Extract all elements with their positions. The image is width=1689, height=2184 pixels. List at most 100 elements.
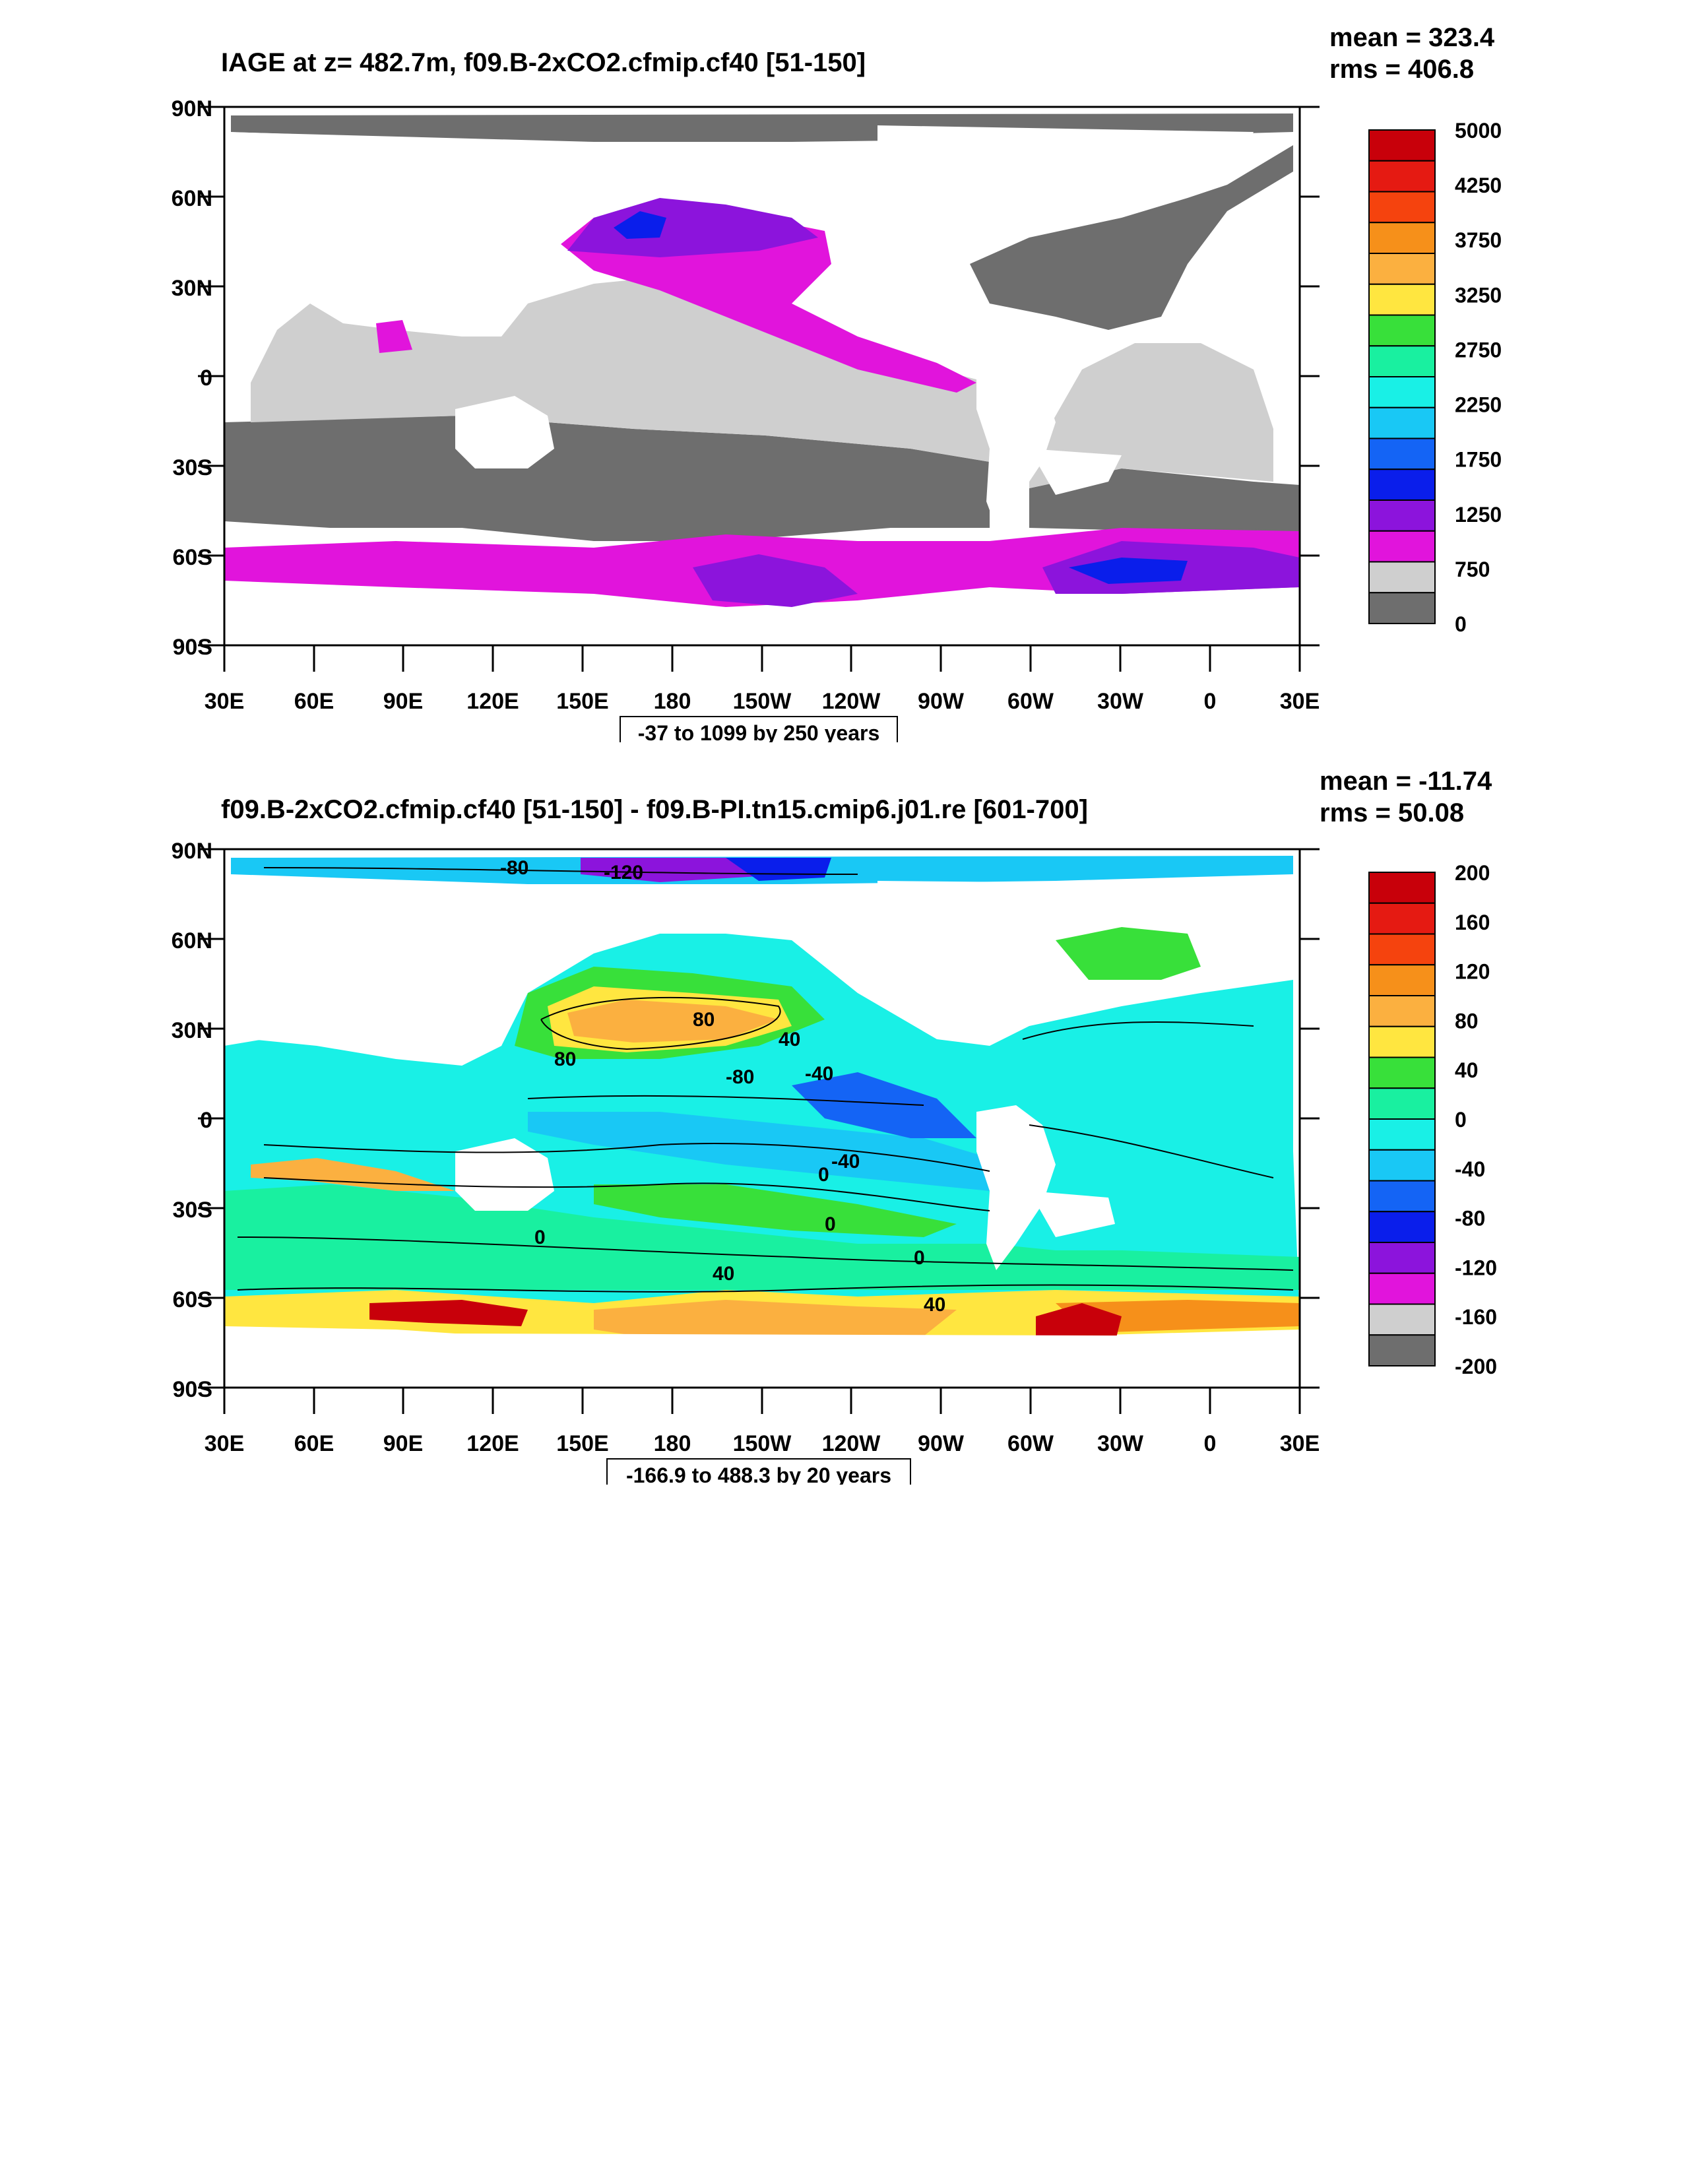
- lon-tick-150w: 150W: [733, 1431, 792, 1456]
- colorbar-label: -80: [1455, 1207, 1485, 1231]
- colorbar-swatch: [1368, 1242, 1436, 1274]
- colorbar-label: 80: [1455, 1009, 1479, 1033]
- lon-tick-30w: 30W: [1097, 689, 1144, 714]
- colorbar-swatch: [1368, 160, 1436, 193]
- region-pacific-blue: [528, 1112, 990, 1191]
- contour-label: -120: [604, 862, 643, 883]
- lat-tick-0: 0: [200, 366, 212, 391]
- colorbar-swatch: [1368, 1334, 1436, 1366]
- lat-tick-90s: 90S: [173, 1377, 213, 1402]
- lon-tick-90e: 90E: [383, 689, 424, 714]
- region-ross-red: [369, 1300, 528, 1326]
- lon-tick-180: 180: [654, 689, 691, 714]
- lat-tick-60n: 60N: [172, 928, 212, 953]
- map-title: IAGE at z= 482.7m, f09.B-2xCO2.cfmip.cf4…: [221, 48, 866, 77]
- region-atlantic-light: [1029, 343, 1273, 488]
- contour-labels: -80 -120 80 40 80 -80 -40 -40 0 0 0 40 4…: [500, 857, 945, 1316]
- contour-label: 40: [713, 1263, 734, 1285]
- lon-tick-30e-right: 30E: [1280, 689, 1320, 714]
- lat-axis: 90N 60N 30N 0 30S 60S 90S: [172, 96, 212, 660]
- colorbar-swatch: [1368, 406, 1436, 439]
- contour-label: -80: [500, 857, 528, 879]
- stat-rms: rms = 50.08: [1320, 798, 1464, 827]
- region-north-pacific-blue: [614, 211, 666, 239]
- colorbar-swatch: [1368, 437, 1436, 470]
- lon-tick-30e: 30E: [205, 689, 245, 714]
- colorbar-label: 3750: [1455, 228, 1502, 252]
- region-indian-magenta: [376, 320, 412, 353]
- colorbar-label: -200: [1455, 1355, 1497, 1378]
- contour-label: 0: [534, 1227, 546, 1248]
- region-south-pacific-green: [594, 1184, 957, 1237]
- lon-axis: 30E 60E 90E 120E 150E 180 150W 120W 90W …: [205, 1431, 1320, 1456]
- colorbar-swatch: [1368, 1303, 1436, 1336]
- lat-tick-marks: [198, 106, 1320, 647]
- contour-lines: [237, 867, 1294, 1293]
- colorbar-label: 1750: [1455, 448, 1502, 472]
- region-north-atlantic-green: [1056, 927, 1201, 980]
- lon-tick-60e: 60E: [294, 689, 335, 714]
- contour-label: 0: [914, 1247, 925, 1269]
- lon-tick-90e: 90E: [383, 1431, 424, 1456]
- colorbar-label: 3250: [1455, 283, 1502, 307]
- region-southern-ocean-dark: [224, 416, 990, 541]
- lon-tick-90w: 90W: [918, 1431, 965, 1456]
- contour-label: 40: [924, 1294, 945, 1316]
- colorbar-label: -120: [1455, 1256, 1497, 1279]
- lat-tick-30n: 30N: [172, 1018, 212, 1043]
- lat-tick-90s: 90S: [173, 635, 213, 660]
- colorbar: 5000 4250 3750 3250 2750 2250 1750 1250 750 0: [1368, 119, 1502, 636]
- region-north-pacific-orange: [567, 1000, 779, 1043]
- colorbar-swatch: [1368, 1149, 1436, 1182]
- lat-tick-60n: 60N: [172, 186, 212, 211]
- colorbar-swatch: [1368, 283, 1436, 316]
- lat-tick-60s: 60S: [173, 1287, 213, 1312]
- contour-label: 40: [779, 1029, 800, 1050]
- lon-tick-120e: 120E: [466, 689, 519, 714]
- colorbar-label: 40: [1455, 1058, 1479, 1082]
- contour-label: 0: [825, 1213, 836, 1235]
- colorbar-swatch: [1368, 253, 1436, 285]
- region-arctic-deepblue: [726, 858, 831, 881]
- lon-tick-180: 180: [654, 1431, 691, 1456]
- region-pacific-blue2: [792, 1072, 976, 1138]
- colorbar-swatch: [1368, 592, 1436, 624]
- lat-tick-90n: 90N: [172, 839, 212, 864]
- colorbar-label: -40: [1455, 1157, 1485, 1181]
- lon-tick-marks: [223, 645, 1301, 672]
- colorbar-swatch: [1368, 345, 1436, 377]
- colorbar-swatch: [1368, 314, 1436, 347]
- map-plot-area: -80 -120 80 40 80 -80 -40 -40 0 0 0 40 4…: [223, 848, 1301, 1389]
- colorbar-swatch: [1368, 376, 1436, 408]
- lat-tick-30s: 30S: [173, 1198, 213, 1223]
- colorbar-label: 2750: [1455, 338, 1502, 362]
- contour-label: 80: [554, 1048, 576, 1070]
- range-label: -37 to 1099 by 250 years: [638, 721, 879, 742]
- colorbar-swatch: [1368, 1272, 1436, 1305]
- region-antarctic-orange: [594, 1300, 957, 1343]
- lat-tick-0: 0: [200, 1108, 212, 1133]
- colorbar-swatch: [1368, 872, 1436, 904]
- colorbar-swatch: [1368, 964, 1436, 996]
- colorbar-swatch: [1368, 561, 1436, 594]
- region-antarctic-purple: [693, 554, 858, 607]
- lat-tick-30n: 30N: [172, 276, 212, 301]
- colorbar-swatch: [1368, 902, 1436, 935]
- contour-label: -80: [726, 1066, 754, 1088]
- lon-tick-90w: 90W: [918, 689, 965, 714]
- contour-label: -40: [805, 1063, 833, 1085]
- lon-tick-60w: 60W: [1007, 1431, 1054, 1456]
- contour-label: 80: [693, 1009, 715, 1031]
- stat-rms: rms = 406.8: [1329, 55, 1474, 84]
- colorbar-swatch: [1368, 1025, 1436, 1058]
- colorbar-label: 4250: [1455, 174, 1502, 197]
- map-top: IAGE at z= 482.7m, f09.B-2xCO2.cfmip.cf4…: [172, 23, 1502, 742]
- colorbar-swatch: [1368, 530, 1436, 563]
- map-bottom: f09.B-2xCO2.cfmip.cf40 [51-150] - f09.B-…: [172, 767, 1497, 1485]
- lat-tick-60s: 60S: [173, 545, 213, 570]
- lon-tick-30e: 30E: [205, 1431, 245, 1456]
- colorbar-label: 0: [1455, 612, 1467, 636]
- colorbar-swatch: [1368, 499, 1436, 532]
- colorbar-label: 0: [1455, 1108, 1467, 1132]
- colorbar-swatch: [1368, 1118, 1436, 1151]
